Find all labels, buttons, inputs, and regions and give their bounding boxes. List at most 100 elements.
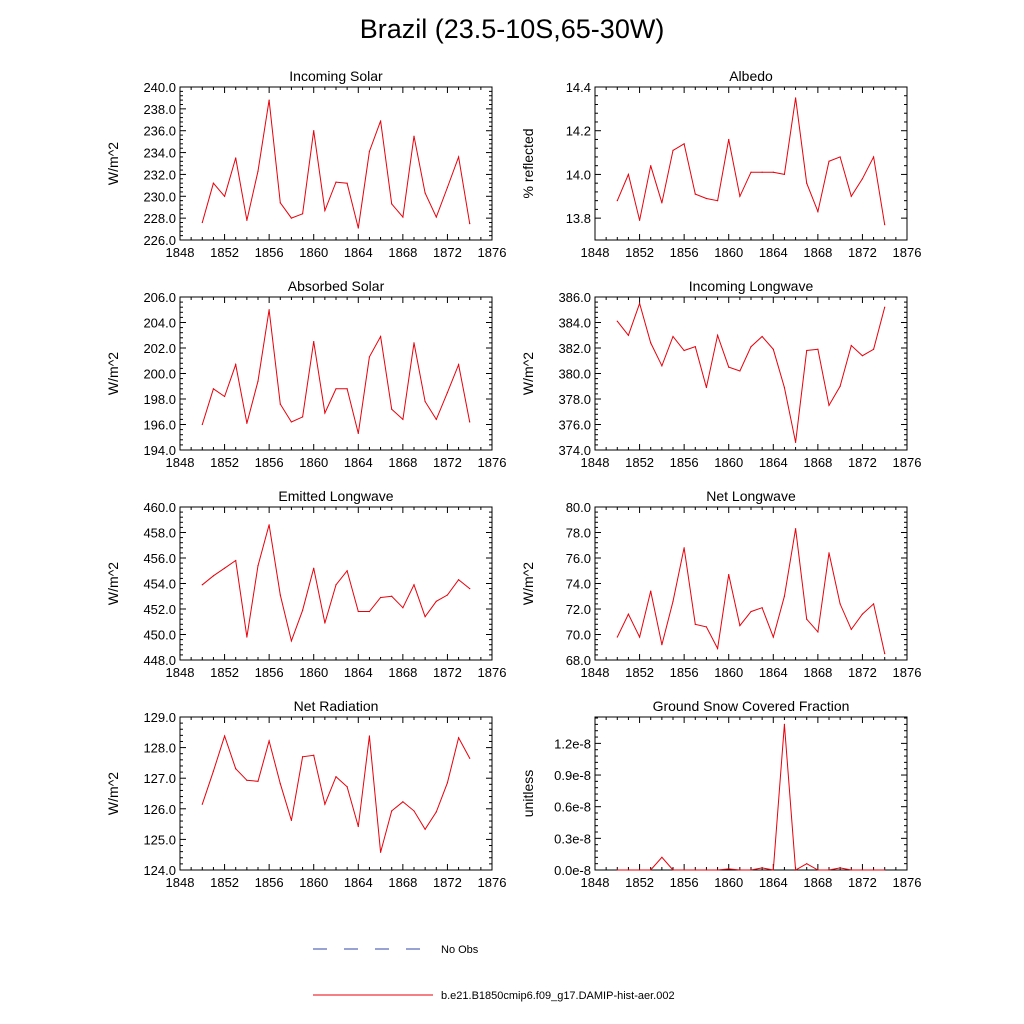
panel-1: Albedo % reflected 1848 1852 1856 1860 1864 186… [520,68,921,260]
data-point [750,610,752,613]
data-point [761,335,763,338]
y-tick-label: 13.8 [566,211,591,226]
data-point [861,178,864,180]
data-point [201,803,203,805]
data-point [379,851,382,853]
data-point [446,594,449,596]
data-point [435,811,437,813]
data-point [683,349,685,352]
y-tick-label: 376.0 [558,418,591,433]
x-tick-label: 1876 [478,665,507,680]
data-point [672,335,674,338]
y-tick-label: 382.0 [558,341,591,356]
data-point [391,203,393,205]
x-tick-label: 1872 [848,245,877,260]
data-point [772,636,774,638]
x-tick-label: 1872 [433,665,462,680]
data-point [828,160,830,162]
x-tick-label: 1860 [714,455,743,470]
x-tick-label: 1860 [299,455,328,470]
data-point [357,432,359,435]
data-point [257,780,259,782]
panel-5: Net Longwave W/m^2 1848 1852 1856 1860 1864 186… [520,488,921,680]
y-tick-label: 124.0 [143,863,176,878]
data-point [335,584,337,586]
y-tick-label: 238.0 [143,102,176,117]
data-point [201,221,203,224]
y-tick-label: 452.0 [143,602,176,617]
y-tick-label: 378.0 [558,392,591,407]
data-point [324,209,326,212]
data-point [469,421,471,423]
x-tick-label: 1868 [388,245,417,260]
data-point [750,869,752,871]
data-point [357,227,359,229]
y-tick-label: 78.0 [566,526,591,541]
data-point [806,182,808,184]
data-point [424,192,426,194]
legend-label-model: b.e21.B1850cmip6.f09_g17.DAMIP-hist-aer.… [441,990,675,1002]
data-point [861,869,864,871]
y-tick-label: 14.0 [566,167,591,182]
data-point [346,786,348,788]
data-point [257,380,259,382]
y-tick-label: 126.0 [143,802,176,817]
data-point [435,216,437,218]
data-point [457,737,460,739]
x-tick-label: 1868 [388,665,417,680]
data-point [794,97,797,99]
data-point [235,157,237,159]
data-point [413,584,415,586]
x-tick-label: 1868 [388,875,417,890]
data-point [257,170,259,172]
data-point [413,342,415,344]
data-point [469,223,471,225]
y-tick-label: 386.0 [558,290,591,305]
data-point [391,408,393,410]
data-point [368,356,371,358]
x-tick-label: 1860 [714,665,743,680]
data-point [739,869,741,871]
data-point [402,216,404,218]
y-tick-label: 228.0 [143,211,176,226]
data-point [783,173,786,176]
legend-label-obs: No Obs [441,944,479,956]
data-point [212,575,215,577]
y-tick-label: 80.0 [566,500,591,515]
data-point [872,603,875,605]
data-point [839,156,841,158]
y-tick-label: 448.0 [143,653,176,668]
y-tick-label: 234.0 [143,146,176,161]
panel-7: Ground Snow Covered Fraction unitless 1848… [520,698,921,890]
series-line [616,301,886,443]
x-tick-label: 1848 [166,665,195,680]
x-tick-label: 1872 [433,875,462,890]
y-axis-label: W/m^2 [105,772,121,815]
y-tick-label: 76.0 [566,551,591,566]
data-point [872,348,875,350]
plot-frame [179,716,493,871]
data-point [469,588,471,590]
data-point [728,366,730,368]
data-point [368,150,371,153]
data-point [301,609,304,611]
y-tick-label: 14.4 [566,80,591,95]
data-point [616,320,618,322]
x-tick-label: 1860 [714,245,743,260]
data-point [201,423,203,426]
data-point [290,421,293,423]
data-point [268,309,270,311]
data-point [850,344,852,347]
x-tick-label: 1860 [299,665,328,680]
x-tick-label: 1868 [803,245,832,260]
data-point [357,825,359,828]
data-point [223,735,226,737]
data-point [872,869,875,871]
y-tick-label: 74.0 [566,577,591,592]
panel-title: Net Radiation [294,698,379,714]
data-point [391,595,393,597]
data-point [223,567,226,569]
x-tick-label: 1860 [299,875,328,890]
data-point [694,623,696,625]
x-tick-label: 1856 [255,665,284,680]
